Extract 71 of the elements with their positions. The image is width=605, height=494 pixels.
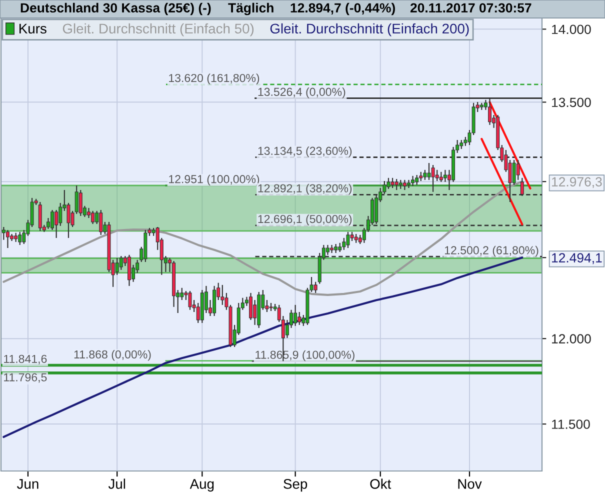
candlestick [188,290,192,310]
chart-title: Deutschland 30 Kassa (25€) (-) [20,2,211,16]
candlestick [338,242,342,253]
candlestick [415,174,419,186]
ref-line-label: 13.526,4 (0,00%) [258,87,346,98]
candlestick [406,179,410,189]
x-tick-label: Sep [284,479,308,492]
candlestick [342,237,346,250]
candlestick [18,231,22,246]
candlestick [249,292,252,320]
x-tick-label: Jun [17,479,38,489]
candlestick [394,178,398,191]
ref-line-label: 13.620 (161,80%) [169,74,260,84]
candlestick [419,171,423,182]
candlestick [423,169,427,180]
candlestick [350,231,354,242]
candlestick [78,189,82,217]
candlestick [294,304,298,326]
candlestick [439,171,443,182]
ref-line-label: 11.796,5 [4,373,47,383]
text: Gleit. Durchschnitt (Einfach 200) [270,23,469,36]
x-tick-label: Nov [458,479,482,489]
x-tick-label: Okt [370,478,392,489]
y-tick-label: 11.500 [552,420,590,429]
candlestick [128,254,131,286]
candlestick [516,159,520,180]
ref-line-label: 11.868 (0,00%) [74,350,151,361]
candlestick [91,210,95,225]
candlestick [119,255,123,270]
candlestick [346,231,350,249]
ref-line-label: 12.500,2 (61,80%) [444,246,538,257]
candlestick [54,209,58,238]
candlestick [402,179,406,191]
y-tick-label: 12.494,1 [552,253,602,264]
candlestick [390,177,394,189]
candlestick [298,311,302,326]
candlestick [431,164,435,192]
y-tick-label: 14.000 [552,24,591,34]
text: Gleit. Durchschnitt (Einfach 50) [62,23,254,36]
ref-line-label: 12.951 (100,00%) [169,174,260,186]
candlestick [50,209,54,231]
x-tick-label: Aug [190,479,214,492]
x-tick-label: Jul [108,478,126,489]
ref-line-label: 12.892,1 (38,20%) [258,184,352,195]
candlestick [99,209,103,236]
text: 20.11.2017 07:30:57 [410,3,532,13]
line-series [2,256,524,438]
candlestick [411,175,415,187]
candlestick [314,281,318,294]
candlestick [435,169,439,182]
candlestick [488,98,492,126]
candlestick [180,287,184,301]
candlestick [220,284,224,306]
candlestick [115,257,119,276]
y-tick-label: 13.500 [552,98,591,108]
ref-line-label: 13.134,5 (23,60%) [258,146,352,158]
y-tick-label: 12.976,3 [552,177,602,188]
candlestick [512,159,516,186]
candlestick [14,232,18,242]
text: 12.894,7 (-0,44%) [290,2,395,16]
candlestick [443,169,447,182]
ref-line-label: 11.841,6 [4,354,47,364]
ref-line-label: 12.696,1 (50,00%) [258,214,352,226]
candlestick [427,162,431,180]
candlestick [6,229,10,249]
candlestick [330,244,334,254]
text: Täglich [228,2,274,16]
candlestick [212,285,216,317]
candlestick [38,201,42,232]
y-tick-label: 12.000 [552,334,591,344]
legend-label: Kurs [20,24,46,34]
